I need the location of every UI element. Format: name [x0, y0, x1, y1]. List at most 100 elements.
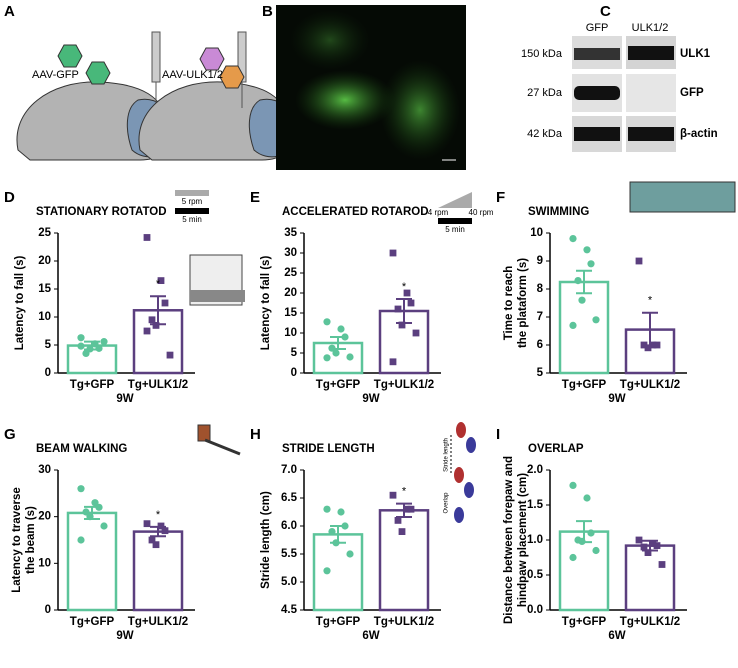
x-tick-label: Tg+ULK1/2	[620, 379, 680, 391]
x-axis-label: 9W	[608, 393, 625, 405]
micrograph	[276, 5, 466, 170]
y-tick-label: 6.0	[281, 520, 297, 532]
x-tick-label: Tg+ULK1/2	[128, 379, 188, 391]
data-point	[323, 354, 331, 362]
data-point	[166, 351, 174, 359]
panel-label: F	[496, 189, 505, 206]
x-tick-label: Tg+ULK1/2	[374, 379, 434, 391]
lane-label: ULK1/2	[632, 22, 669, 34]
y-tick-label: 10	[530, 227, 543, 239]
data-point	[587, 529, 595, 537]
inset-bar	[438, 218, 472, 224]
inset-ramp	[438, 192, 472, 208]
water-tank	[629, 181, 736, 213]
data-point	[592, 546, 600, 555]
y-tick-label: 7.0	[281, 464, 297, 476]
data-point	[389, 358, 397, 366]
significance: *	[402, 281, 407, 293]
panel-label: E	[250, 189, 260, 206]
panel-label: I	[496, 426, 500, 443]
x-axis-label: 6W	[362, 630, 379, 642]
western-blot	[572, 36, 676, 152]
inset-bar	[175, 190, 209, 196]
x-tick-label: Tg+GFP	[562, 616, 607, 628]
data-point	[161, 299, 169, 307]
y-tick-label: 5.5	[281, 548, 298, 560]
bar	[132, 530, 184, 612]
y-tick-label: 4.5	[281, 604, 298, 616]
y-tick-label: 35	[284, 227, 297, 239]
data-point	[346, 353, 354, 361]
schematic	[16, 31, 296, 161]
paw-print	[466, 437, 476, 453]
chart-title: OVERLAP	[528, 443, 584, 455]
data-point	[583, 246, 591, 254]
y-tick-label: 10	[38, 557, 51, 569]
chart-title: SWIMMING	[528, 206, 589, 218]
data-point	[578, 296, 586, 304]
bar	[558, 280, 610, 375]
inset-label: Stride length	[444, 438, 450, 472]
data-point	[407, 505, 415, 513]
y-tick-label: 5	[291, 347, 298, 359]
x-axis-label: 9W	[362, 393, 379, 405]
significance: *	[648, 295, 653, 307]
data-point	[337, 325, 345, 333]
data-point	[323, 318, 331, 326]
y-tick-label: 9	[537, 255, 543, 267]
vector-label: AAV-ULK1/2	[162, 69, 223, 81]
data-point	[341, 333, 349, 341]
inset-label: 4 rpm	[428, 208, 449, 217]
data-point	[77, 334, 85, 342]
y-tick-label: 0	[45, 604, 51, 616]
data-point	[143, 234, 151, 241]
data-point	[389, 491, 397, 499]
inset-label: 5 rpm	[182, 197, 203, 206]
y-tick-label: 6.5	[281, 492, 298, 504]
data-point	[143, 520, 151, 528]
y-tick-label: 1.5	[527, 499, 544, 511]
y-axis-label: Latency to fall (s)	[260, 256, 272, 351]
y-axis-label: Distance between forepaw and	[503, 456, 515, 624]
data-point	[332, 539, 340, 547]
lane-label: GFP	[586, 22, 609, 34]
y-axis-label: the plataform (s)	[517, 258, 529, 348]
y-tick-label: 15	[284, 307, 297, 319]
data-point	[332, 349, 340, 357]
bar	[558, 530, 610, 612]
y-tick-label: 0	[45, 367, 51, 379]
x-tick-label: Tg+ULK1/2	[620, 616, 680, 628]
error-bar	[576, 269, 592, 295]
data-point	[635, 536, 643, 544]
y-tick-label: 1.0	[527, 534, 543, 546]
protein-label: ULK1	[680, 48, 711, 60]
data-point	[157, 277, 165, 284]
data-point	[161, 527, 169, 535]
vector-label: AAV-GFP	[32, 69, 79, 81]
data-point	[86, 513, 94, 521]
inset-label: Overlap	[444, 492, 450, 514]
y-tick-label: 5	[537, 367, 544, 379]
data-point	[412, 329, 420, 337]
paw-print	[456, 422, 466, 438]
x-tick-label: Tg+GFP	[70, 379, 115, 391]
data-point	[653, 341, 661, 349]
data-point	[77, 485, 85, 493]
x-axis-label: 9W	[116, 630, 133, 642]
panel-label: D	[4, 189, 15, 206]
data-point	[640, 543, 648, 551]
y-axis-label: Latency to fall (s)	[14, 256, 26, 351]
data-point	[644, 549, 652, 556]
weight-label: 42 kDa	[527, 128, 563, 140]
data-point	[649, 341, 657, 349]
data-point	[346, 550, 354, 558]
panel-label: H	[250, 426, 261, 443]
chart-title: STATIONARY ROTATOD	[36, 206, 167, 218]
data-point	[148, 536, 156, 544]
bar	[312, 533, 364, 612]
bar	[378, 509, 430, 612]
data-point	[569, 321, 577, 329]
data-point	[569, 481, 577, 489]
y-tick-label: 30	[38, 464, 51, 476]
